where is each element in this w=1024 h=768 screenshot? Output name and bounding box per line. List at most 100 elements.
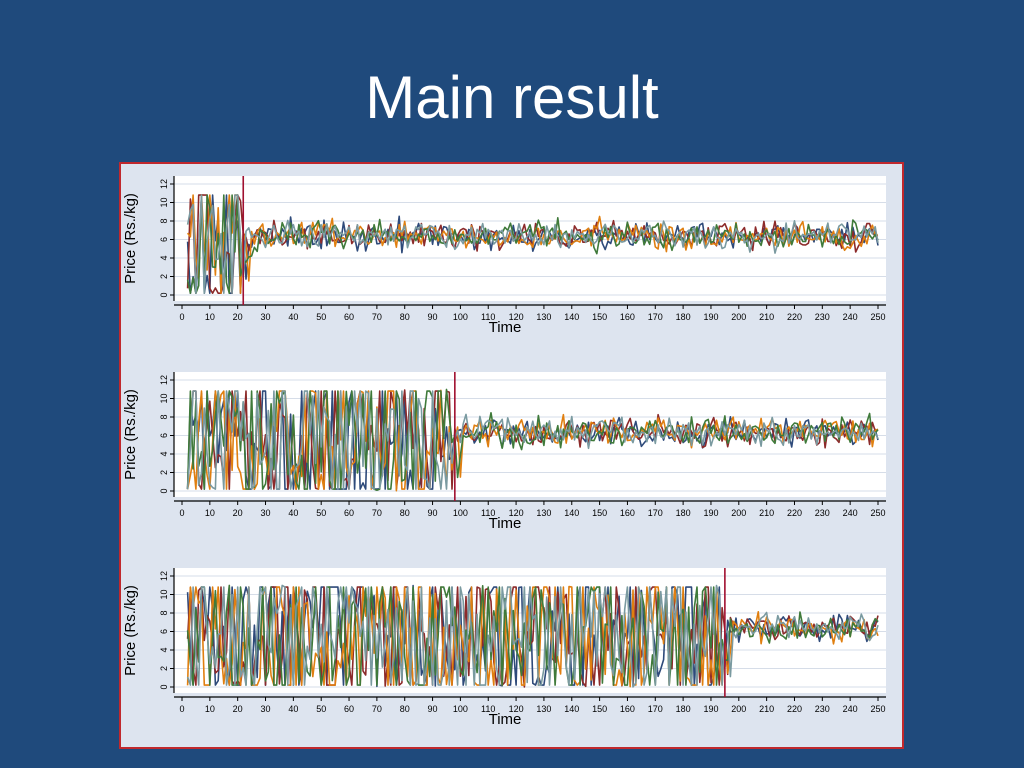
- y-tick-label: 0: [159, 684, 169, 689]
- y-axis-title: Price (Rs./kg): [122, 585, 139, 676]
- x-tick-label: 240: [843, 312, 858, 322]
- y-axis-title: Price (Rs./kg): [122, 389, 139, 480]
- y-tick-label: 8: [159, 414, 169, 419]
- x-tick-label: 50: [316, 704, 326, 714]
- x-tick-label: 40: [288, 508, 298, 518]
- y-tick-label: 12: [159, 571, 169, 581]
- series-group: [186, 194, 879, 294]
- x-tick-label: 160: [620, 704, 635, 714]
- x-tick-label: 190: [703, 508, 718, 518]
- y-tick-label: 8: [159, 218, 169, 223]
- x-tick-label: 60: [344, 312, 354, 322]
- x-axis-title: Time: [489, 515, 522, 532]
- x-tick-label: 130: [536, 312, 551, 322]
- x-tick-label: 210: [759, 312, 774, 322]
- x-axis-title: Time: [489, 711, 522, 728]
- x-tick-label: 230: [815, 508, 830, 518]
- y-tick-label: 4: [159, 451, 169, 456]
- x-tick-label: 40: [288, 312, 298, 322]
- x-tick-label: 10: [205, 704, 215, 714]
- x-tick-label: 230: [815, 704, 830, 714]
- x-tick-label: 240: [843, 704, 858, 714]
- x-tick-label: 40: [288, 704, 298, 714]
- y-tick-label: 2: [159, 274, 169, 279]
- x-tick-label: 180: [676, 704, 691, 714]
- x-tick-label: 160: [620, 312, 635, 322]
- x-tick-label: 160: [620, 508, 635, 518]
- x-tick-label: 210: [759, 508, 774, 518]
- y-tick-label: 4: [159, 255, 169, 260]
- x-tick-label: 20: [233, 508, 243, 518]
- x-tick-label: 140: [564, 312, 579, 322]
- x-tick-label: 50: [316, 508, 326, 518]
- x-tick-label: 90: [428, 508, 438, 518]
- series-line: [186, 388, 879, 491]
- series-group: [186, 388, 879, 492]
- y-tick-label: 0: [159, 488, 169, 493]
- x-tick-label: 0: [179, 704, 184, 714]
- x-tick-label: 120: [509, 704, 524, 714]
- x-tick-label: 180: [676, 312, 691, 322]
- x-tick-label: 190: [703, 704, 718, 714]
- x-tick-label: 100: [453, 508, 468, 518]
- x-tick-label: 250: [870, 508, 885, 518]
- x-tick-label: 30: [261, 508, 271, 518]
- x-tick-label: 50: [316, 312, 326, 322]
- x-tick-label: 90: [428, 312, 438, 322]
- y-tick-label: 0: [159, 292, 169, 297]
- x-tick-label: 30: [261, 704, 271, 714]
- x-tick-label: 70: [372, 508, 382, 518]
- series-line: [186, 390, 879, 490]
- x-tick-label: 0: [179, 508, 184, 518]
- x-tick-label: 80: [400, 704, 410, 714]
- x-tick-label: 140: [564, 704, 579, 714]
- x-tick-label: 120: [509, 508, 524, 518]
- x-tick-label: 110: [481, 508, 495, 518]
- x-tick-label: 200: [731, 312, 746, 322]
- y-tick-label: 12: [159, 375, 169, 385]
- series-group: [186, 584, 879, 688]
- x-tick-label: 0: [179, 312, 184, 322]
- x-tick-label: 100: [453, 312, 468, 322]
- x-tick-label: 60: [344, 704, 354, 714]
- x-tick-label: 240: [843, 508, 858, 518]
- x-tick-label: 80: [400, 312, 410, 322]
- x-tick-label: 140: [564, 508, 579, 518]
- y-tick-label: 6: [159, 237, 169, 242]
- x-tick-label: 180: [676, 508, 691, 518]
- x-tick-label: 150: [592, 312, 607, 322]
- x-tick-label: 250: [870, 704, 885, 714]
- x-tick-label: 210: [759, 704, 774, 714]
- x-tick-label: 200: [731, 704, 746, 714]
- x-axis-title: Time: [489, 319, 522, 336]
- y-tick-label: 2: [159, 666, 169, 671]
- x-tick-label: 20: [233, 312, 243, 322]
- x-tick-label: 220: [787, 704, 802, 714]
- x-tick-label: 100: [453, 704, 468, 714]
- y-tick-label: 8: [159, 610, 169, 615]
- series-line: [186, 584, 879, 688]
- x-tick-label: 130: [536, 508, 551, 518]
- y-tick-label: 6: [159, 629, 169, 634]
- x-tick-label: 130: [536, 704, 551, 714]
- x-tick-label: 110: [481, 312, 495, 322]
- figure-panel: 0 2 4 6 8 10 12 0 10 20 30 40 50 60 70 80 90 100 110 120 130…: [119, 162, 904, 749]
- y-tick-label: 2: [159, 470, 169, 475]
- x-tick-label: 170: [648, 704, 663, 714]
- y-tick-label: 12: [159, 179, 169, 189]
- x-tick-label: 170: [648, 508, 663, 518]
- slide-title: Main result: [365, 64, 659, 131]
- x-tick-label: 90: [428, 704, 438, 714]
- y-axis-title: Price (Rs./kg): [122, 193, 139, 284]
- x-tick-label: 250: [870, 312, 885, 322]
- x-tick-label: 120: [509, 312, 524, 322]
- x-tick-label: 170: [648, 312, 663, 322]
- series-line: [186, 585, 879, 688]
- y-tick-label: 10: [159, 589, 169, 599]
- x-tick-label: 20: [233, 704, 243, 714]
- x-tick-label: 190: [703, 312, 718, 322]
- x-tick-label: 150: [592, 704, 607, 714]
- series-line: [186, 194, 878, 294]
